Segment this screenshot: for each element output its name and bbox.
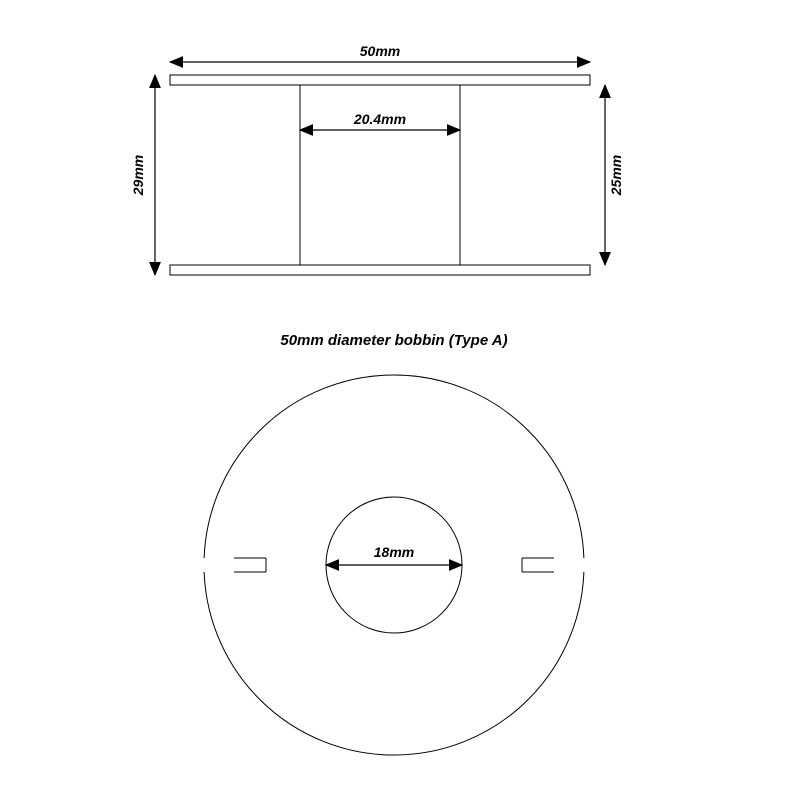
slot-gap-mask xyxy=(554,558,586,572)
dim-right-label: 25mm xyxy=(608,155,624,196)
diagram-title: 50mm diameter bobbin (Type A) xyxy=(280,332,507,349)
dim-left-height: 29mm xyxy=(130,75,155,275)
dim-inner-diameter: 18mm xyxy=(326,544,462,565)
slot-left xyxy=(234,558,266,572)
dim-barrel-width: 20.4mm xyxy=(300,111,460,130)
top-flange xyxy=(170,75,590,85)
bobbin-diagram: 50mm 20.4mm 29mm 25mm 50mm diameter bobb… xyxy=(0,0,788,788)
slot-gap-mask xyxy=(202,558,234,572)
top-view: 18mm xyxy=(202,375,586,755)
dim-inner-label: 18mm xyxy=(374,544,414,560)
slot-right xyxy=(522,558,554,572)
dim-top-label: 50mm xyxy=(360,43,400,59)
dim-barrel-label: 20.4mm xyxy=(353,111,406,127)
dim-left-label: 29mm xyxy=(130,155,146,196)
bottom-flange xyxy=(170,265,590,275)
dim-top-width: 50mm xyxy=(170,43,590,62)
dim-right-height: 25mm xyxy=(605,85,624,265)
side-view: 50mm 20.4mm 29mm 25mm xyxy=(130,43,624,275)
